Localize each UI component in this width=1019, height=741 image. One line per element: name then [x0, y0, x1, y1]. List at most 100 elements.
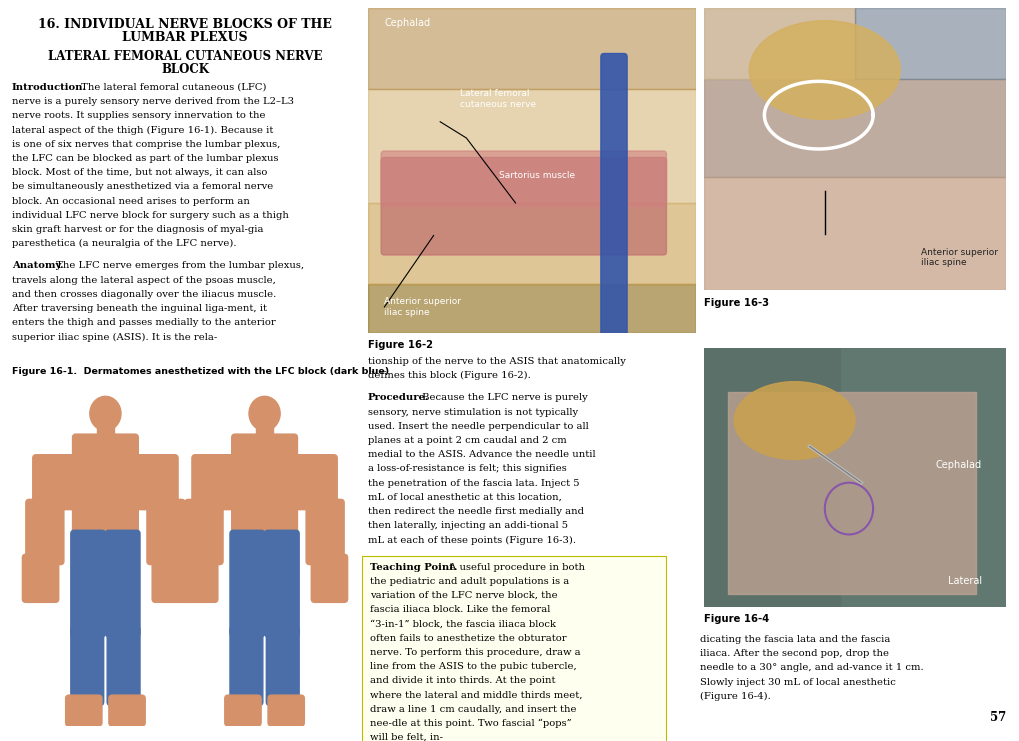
Text: Cephalad: Cephalad: [934, 459, 981, 470]
Text: Anterior superior
iliac spine: Anterior superior iliac spine: [384, 297, 461, 316]
FancyBboxPatch shape: [33, 455, 77, 510]
FancyBboxPatch shape: [292, 455, 337, 510]
Text: and then crosses diagonally over the iliacus muscle.: and then crosses diagonally over the ili…: [12, 290, 276, 299]
Text: needle to a 30° angle, and ad-vance it 1 cm.: needle to a 30° angle, and ad-vance it 1…: [699, 663, 923, 672]
Text: the LFC can be blocked as part of the lumbar plexus: the LFC can be blocked as part of the lu…: [12, 154, 278, 163]
Bar: [256, 413, 273, 437]
Text: tionship of the nerve to the ASIS that anatomically: tionship of the nerve to the ASIS that a…: [368, 357, 626, 366]
FancyBboxPatch shape: [70, 626, 104, 705]
FancyBboxPatch shape: [311, 554, 347, 602]
FancyBboxPatch shape: [65, 695, 102, 726]
Bar: [854, 8, 1005, 79]
Text: nerve roots. It supplies sensory innervation to the: nerve roots. It supplies sensory innerva…: [12, 111, 265, 120]
Text: Figure 16-2: Figure 16-2: [368, 340, 433, 350]
FancyBboxPatch shape: [306, 499, 343, 565]
Text: Procedure.: Procedure.: [368, 393, 429, 402]
Text: then laterally, injecting an addi-tional 5: then laterally, injecting an addi-tional…: [368, 521, 568, 531]
Text: Anatomy.: Anatomy.: [12, 262, 63, 270]
Text: nee-dle at this point. Two fascial “pops”: nee-dle at this point. Two fascial “pops…: [370, 719, 571, 728]
Text: used. Insert the needle perpendicular to all: used. Insert the needle perpendicular to…: [368, 422, 588, 431]
Text: After traversing beneath the inguinal liga-ment, it: After traversing beneath the inguinal li…: [12, 304, 267, 313]
FancyBboxPatch shape: [22, 554, 59, 602]
Text: nerve is a purely sensory nerve derived from the L2–L3: nerve is a purely sensory nerve derived …: [12, 97, 293, 106]
Text: Lateral femoral
cutaneous nerve: Lateral femoral cutaneous nerve: [460, 89, 535, 109]
Text: The lateral femoral cutaneous (LFC): The lateral femoral cutaneous (LFC): [78, 83, 267, 92]
FancyBboxPatch shape: [381, 151, 665, 206]
Text: Sartorius muscle: Sartorius muscle: [498, 170, 575, 179]
Text: A useful procedure in both: A useful procedure in both: [446, 562, 585, 571]
Bar: [368, 89, 695, 203]
Ellipse shape: [749, 21, 900, 119]
Text: a loss-of-resistance is felt; this signifies: a loss-of-resistance is felt; this signi…: [368, 465, 567, 473]
Text: is one of six nerves that comprise the lumbar plexus,: is one of six nerves that comprise the l…: [12, 140, 280, 149]
Bar: [362, 556, 665, 741]
Text: Cephalad: Cephalad: [384, 18, 430, 27]
Text: Teaching Point.: Teaching Point.: [370, 562, 457, 571]
Text: mL of local anesthetic at this location,: mL of local anesthetic at this location,: [368, 493, 561, 502]
Text: 16. INDIVIDUAL NERVE BLOCKS OF THE: 16. INDIVIDUAL NERVE BLOCKS OF THE: [38, 18, 331, 31]
FancyBboxPatch shape: [184, 499, 223, 565]
FancyBboxPatch shape: [381, 158, 665, 255]
Text: enters the thigh and passes medially to the anterior: enters the thigh and passes medially to …: [12, 318, 275, 328]
Text: paresthetica (a neuralgia of the LFC nerve).: paresthetica (a neuralgia of the LFC ner…: [12, 239, 236, 248]
FancyBboxPatch shape: [105, 531, 140, 637]
Text: superior iliac spine (ASIS). It is the rela-: superior iliac spine (ASIS). It is the r…: [12, 333, 217, 342]
Text: nerve. To perform this procedure, draw a: nerve. To perform this procedure, draw a: [370, 648, 580, 657]
Text: block. Most of the time, but not always, it can also: block. Most of the time, but not always,…: [12, 168, 267, 177]
Text: lateral aspect of the thigh (Figure 16-1). Because it: lateral aspect of the thigh (Figure 16-1…: [12, 126, 273, 135]
Text: then redirect the needle first medially and: then redirect the needle first medially …: [368, 507, 584, 516]
FancyBboxPatch shape: [268, 695, 304, 726]
Text: defines this block (Figure 16-2).: defines this block (Figure 16-2).: [368, 371, 530, 380]
Text: skin graft harvest or for the diagnosis of myal-gia: skin graft harvest or for the diagnosis …: [12, 225, 263, 234]
Text: Because the LFC nerve is purely: Because the LFC nerve is purely: [419, 393, 587, 402]
Text: Figure 16-3: Figure 16-3: [703, 298, 768, 308]
Bar: [703, 348, 839, 607]
FancyBboxPatch shape: [25, 499, 64, 565]
Text: travels along the lateral aspect of the psoas muscle,: travels along the lateral aspect of the …: [12, 276, 275, 285]
Text: Anterior superior
iliac spine: Anterior superior iliac spine: [920, 247, 998, 267]
Text: The LFC nerve emerges from the lumbar plexus,: The LFC nerve emerges from the lumbar pl…: [53, 262, 304, 270]
Text: LUMBAR PLEXUS: LUMBAR PLEXUS: [122, 31, 248, 44]
Text: BLOCK: BLOCK: [161, 63, 209, 76]
FancyBboxPatch shape: [107, 626, 140, 705]
Bar: [368, 203, 695, 285]
FancyBboxPatch shape: [224, 695, 261, 726]
FancyBboxPatch shape: [109, 695, 145, 726]
FancyBboxPatch shape: [231, 434, 298, 537]
FancyBboxPatch shape: [229, 531, 264, 637]
Text: LATERAL FEMORAL CUTANEOUS NERVE: LATERAL FEMORAL CUTANEOUS NERVE: [48, 50, 322, 63]
Text: dicating the fascia lata and the fascia: dicating the fascia lata and the fascia: [699, 635, 890, 644]
Text: often fails to anesthetize the obturator: often fails to anesthetize the obturator: [370, 634, 567, 642]
Text: variation of the LFC nerve block, the: variation of the LFC nerve block, the: [370, 591, 557, 600]
FancyBboxPatch shape: [266, 626, 299, 705]
Text: (Figure 16-4).: (Figure 16-4).: [699, 692, 770, 701]
Text: block. An occasional need arises to perform an: block. An occasional need arises to perf…: [12, 196, 250, 205]
Ellipse shape: [90, 396, 121, 431]
Text: Figure 16-4: Figure 16-4: [703, 614, 768, 624]
Text: iliaca. After the second pop, drop the: iliaca. After the second pop, drop the: [699, 649, 889, 658]
Text: 57: 57: [988, 711, 1005, 724]
Text: fascia iliaca block. Like the femoral: fascia iliaca block. Like the femoral: [370, 605, 550, 614]
Text: medial to the ASIS. Advance the needle until: medial to the ASIS. Advance the needle u…: [368, 451, 595, 459]
Text: planes at a point 2 cm caudal and 2 cm: planes at a point 2 cm caudal and 2 cm: [368, 436, 567, 445]
FancyBboxPatch shape: [72, 434, 139, 537]
Text: the penetration of the fascia lata. Inject 5: the penetration of the fascia lata. Inje…: [368, 479, 579, 488]
Text: “3-in-1” block, the fascia iliaca block: “3-in-1” block, the fascia iliaca block: [370, 619, 555, 628]
Bar: [703, 8, 854, 79]
Bar: [703, 79, 1005, 177]
Text: sensory, nerve stimulation is not typically: sensory, nerve stimulation is not typica…: [368, 408, 578, 416]
FancyBboxPatch shape: [229, 626, 263, 705]
Text: Figure 16-1.  Dermatomes anesthetized with the LFC block (dark blue): Figure 16-1. Dermatomes anesthetized wit…: [12, 367, 389, 376]
Bar: [703, 177, 1005, 290]
Text: and divide it into thirds. At the point: and divide it into thirds. At the point: [370, 677, 555, 685]
Bar: [97, 413, 114, 437]
Text: the pediatric and adult populations is a: the pediatric and adult populations is a: [370, 576, 569, 586]
Text: will be felt, in-: will be felt, in-: [370, 733, 442, 741]
Text: Lateral: Lateral: [947, 576, 981, 586]
Text: individual LFC nerve block for surgery such as a thigh: individual LFC nerve block for surgery s…: [12, 210, 288, 220]
Text: where the lateral and middle thirds meet,: where the lateral and middle thirds meet…: [370, 691, 582, 700]
Bar: [368, 285, 695, 333]
FancyBboxPatch shape: [70, 531, 105, 637]
Text: draw a line 1 cm caudally, and insert the: draw a line 1 cm caudally, and insert th…: [370, 705, 576, 714]
FancyBboxPatch shape: [147, 499, 184, 565]
